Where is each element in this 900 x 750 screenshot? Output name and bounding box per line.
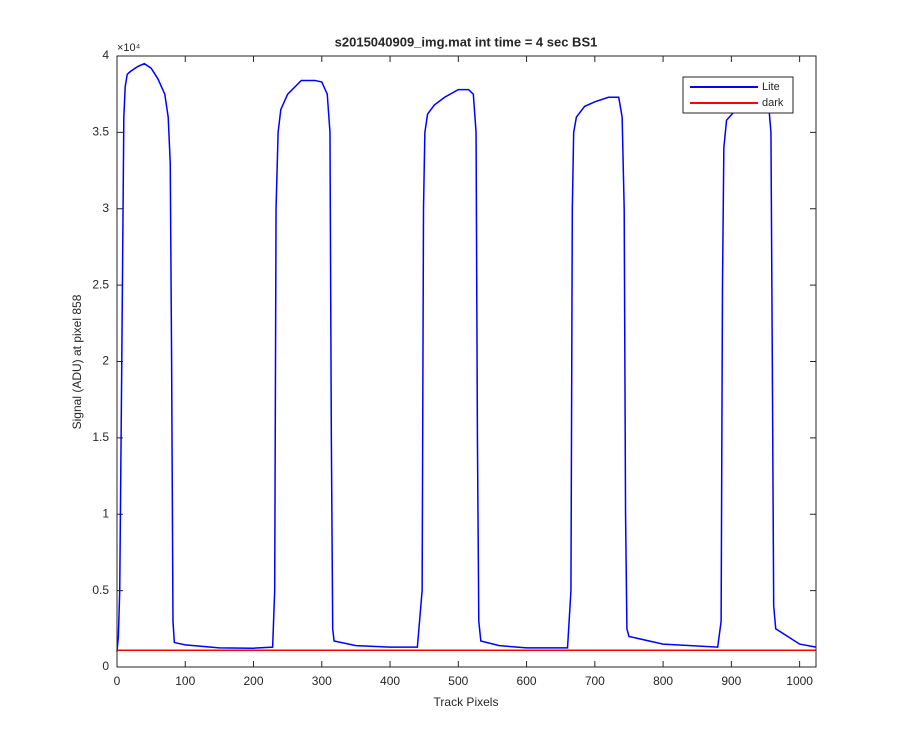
- x-tick-label: 500: [448, 674, 468, 688]
- x-tick-label: 300: [312, 674, 332, 688]
- y-tick-label: 1: [102, 506, 109, 520]
- x-tick-label: 600: [517, 674, 537, 688]
- y-tick-label: 3.5: [92, 125, 109, 139]
- legend-label: dark: [762, 97, 784, 109]
- legend-label: Lite: [762, 81, 780, 93]
- x-tick-label: 100: [175, 674, 195, 688]
- data-line: [116, 62, 817, 652]
- x-tick-label: 1000: [786, 674, 813, 688]
- x-tick-label: 0: [114, 674, 121, 688]
- x-tick-label: 800: [653, 674, 673, 688]
- y-tick-label: 2: [102, 354, 109, 368]
- y-tick-label: 3: [102, 201, 109, 215]
- y-tick-label: 2.5: [92, 277, 109, 291]
- x-tick-label: 700: [585, 674, 605, 688]
- x-tick-label: 400: [380, 674, 400, 688]
- legend-box: [682, 76, 794, 114]
- axes-box: [116, 55, 817, 668]
- y-tick-label: 4: [102, 48, 109, 62]
- x-axis-label: Track Pixels: [434, 695, 499, 709]
- chart-title: s2015040909_img.mat int time = 4 sec BS1: [335, 34, 598, 49]
- x-tick-label: 900: [721, 674, 741, 688]
- x-tick-label: 200: [244, 674, 264, 688]
- y-multiplier: ×10⁴: [117, 42, 141, 54]
- y-tick-label: 1.5: [92, 430, 109, 444]
- y-tick-label: 0.5: [92, 583, 109, 597]
- y-axis-label: Signal (ADU) at pixel 858: [70, 294, 84, 429]
- y-tick-label: 0: [102, 659, 109, 673]
